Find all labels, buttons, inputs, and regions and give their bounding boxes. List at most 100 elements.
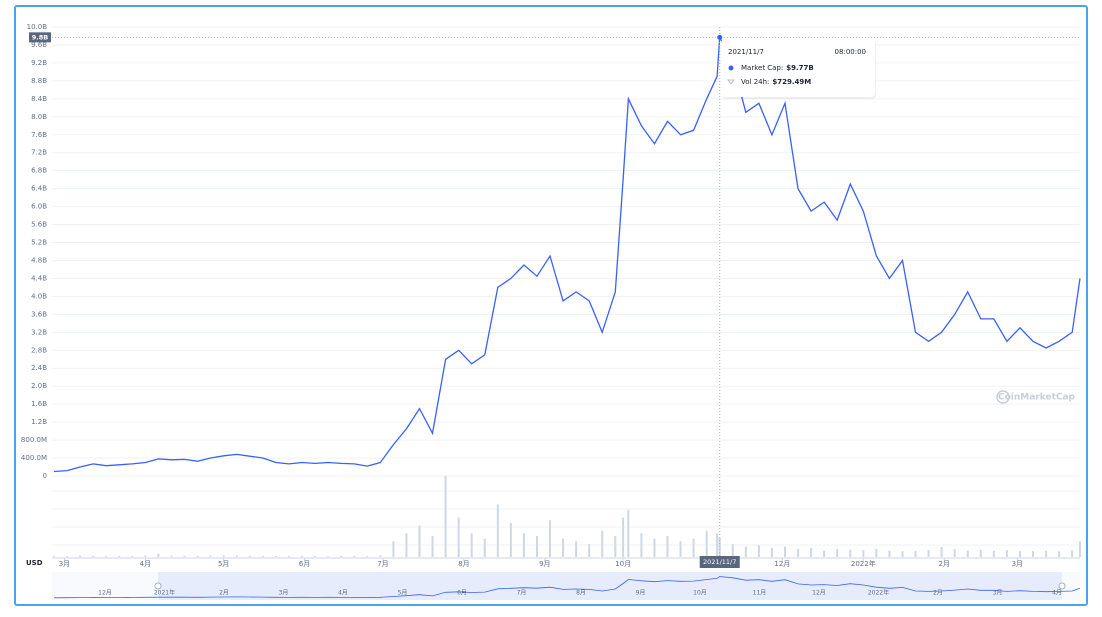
volume-bar xyxy=(1005,550,1008,557)
navigator-handle[interactable] xyxy=(1058,582,1066,590)
hover-point xyxy=(717,34,723,40)
x-tick-label: 7月 xyxy=(377,560,388,568)
volume-bar xyxy=(836,549,839,557)
y-tick-label: 1.2B xyxy=(31,418,47,426)
volume-bar xyxy=(992,550,995,557)
volume-bar xyxy=(183,555,186,557)
navigator-label: 7月 xyxy=(517,590,527,597)
volume-bar xyxy=(170,555,173,557)
volume-bar xyxy=(392,541,395,557)
y-tick-label: 6.0B xyxy=(31,203,47,211)
volume-bar xyxy=(79,555,82,557)
currency-label: USD xyxy=(26,559,43,567)
volume-bar xyxy=(287,556,290,557)
x-tick-label: 2022年 xyxy=(851,559,876,568)
y-tick-label: 800.0M xyxy=(21,436,47,444)
volume-bar xyxy=(862,550,865,557)
tooltip-dot xyxy=(728,65,734,71)
volume-bar xyxy=(1045,550,1048,557)
navigator-label: 4月 xyxy=(338,590,348,597)
navigator-label: 3月 xyxy=(993,590,1003,597)
volume-bar xyxy=(66,556,69,557)
volume-bar xyxy=(614,536,617,557)
volume-bar xyxy=(92,555,95,557)
volume-bar xyxy=(622,517,625,557)
volume-bar xyxy=(314,556,317,557)
navigator-label: 11月 xyxy=(753,590,767,597)
volume-bar xyxy=(496,504,499,557)
y-tick-label: 3.2B xyxy=(31,328,47,336)
volume-bar xyxy=(196,555,199,557)
volume-bar xyxy=(653,538,656,557)
volume-bar xyxy=(418,525,421,557)
navigator-selection[interactable] xyxy=(158,572,1062,600)
navigator-handle[interactable] xyxy=(154,582,162,590)
y-tick-label: 4.0B xyxy=(31,292,47,300)
x-tick-label: 12月 xyxy=(774,560,790,568)
navigator-label: 2022年 xyxy=(868,589,889,597)
y-tick-label: 6.8B xyxy=(31,167,47,175)
volume-bar xyxy=(379,555,382,557)
x-tick-label: 3月 xyxy=(1012,560,1023,568)
crosshair-y-box xyxy=(29,32,51,43)
volume-bar xyxy=(888,550,891,557)
x-tick-label: 10月 xyxy=(615,560,631,568)
volume-bar xyxy=(1071,550,1074,557)
volume-bar xyxy=(679,541,682,557)
volume-bar xyxy=(431,536,434,557)
tooltip: 2021/11/7 08:00:00 Market Cap: $9.77B Vol 24… xyxy=(721,39,876,99)
volume-bar xyxy=(535,536,538,557)
y-tick-label: 1.6B xyxy=(31,400,47,408)
y-tick-label: 8.4B xyxy=(31,95,47,103)
volume-bar xyxy=(470,533,473,557)
volume-bar xyxy=(783,546,786,557)
navigator-label: 9月 xyxy=(636,590,646,597)
navigator-label: 2月 xyxy=(219,590,229,597)
volume-bar xyxy=(366,556,369,557)
volume-bar xyxy=(588,543,591,557)
volume-bar xyxy=(953,549,956,557)
volume-bar xyxy=(248,555,251,557)
volume-bar xyxy=(457,517,460,557)
line xyxy=(53,34,1081,473)
volume-bar xyxy=(770,547,773,557)
y-tick-label: 4.4B xyxy=(31,274,47,282)
volume-bar xyxy=(979,549,982,557)
volume-bar xyxy=(274,556,277,557)
y-tick-label: 9.6B xyxy=(31,41,47,49)
volume-bar xyxy=(705,530,708,557)
volume-bar xyxy=(444,475,447,557)
navigator-label: 2月 xyxy=(933,590,943,597)
volume-bar xyxy=(222,555,225,557)
volume-bar xyxy=(823,550,826,557)
navigator-label: 2021年 xyxy=(154,589,175,597)
y-tick-label: 8.0B xyxy=(31,113,47,121)
y-tick-label: 5.6B xyxy=(31,221,47,229)
y-tick-label: 7.2B xyxy=(31,149,47,157)
volume-bar xyxy=(640,533,643,557)
navigator-label: 4月 xyxy=(1052,590,1062,597)
volume-bar xyxy=(209,555,212,557)
x-tick-label: 8月 xyxy=(458,560,469,568)
volume-bar xyxy=(575,541,578,557)
navigator-label: 5月 xyxy=(398,590,408,597)
volume-bar xyxy=(718,537,721,557)
navigator-label: 12月 xyxy=(98,590,112,597)
x-tick-label: 5月 xyxy=(218,560,229,568)
tooltip-item-value: $9.77B xyxy=(786,64,813,72)
navigator-label: 6月 xyxy=(457,590,467,597)
tooltip-box xyxy=(721,39,875,97)
y-tick-label: 10.0B xyxy=(27,23,48,31)
crosshair-y-label: 9.8B xyxy=(32,33,49,41)
crosshair-x-label: 2021/11/7 xyxy=(703,558,736,566)
volume-bar xyxy=(549,520,552,557)
x-tick-label: 9月 xyxy=(539,560,550,568)
volume-bar xyxy=(301,555,304,557)
volume-bar xyxy=(797,549,800,557)
volume-bar xyxy=(522,533,525,557)
volume-bar xyxy=(340,556,343,557)
x-tick-label: 4月 xyxy=(140,560,151,568)
y-tick-label: 2.4B xyxy=(31,364,47,372)
tooltip-item-label: Vol 24h: xyxy=(741,78,769,86)
